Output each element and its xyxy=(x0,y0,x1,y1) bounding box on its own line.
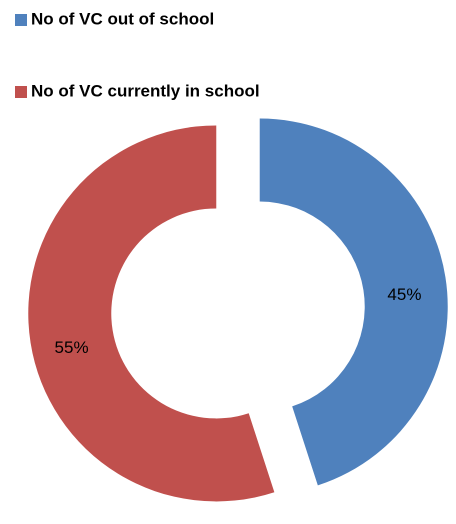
donut-segment xyxy=(28,125,275,502)
legend-label: No of VC out of school xyxy=(31,9,214,28)
legend-swatch xyxy=(15,14,27,26)
data-label: 55% xyxy=(55,338,89,357)
legend-swatch xyxy=(15,86,27,98)
data-label: 45% xyxy=(387,285,421,304)
legend-label: No of VC currently in school xyxy=(31,81,260,100)
donut-segment xyxy=(259,118,448,486)
